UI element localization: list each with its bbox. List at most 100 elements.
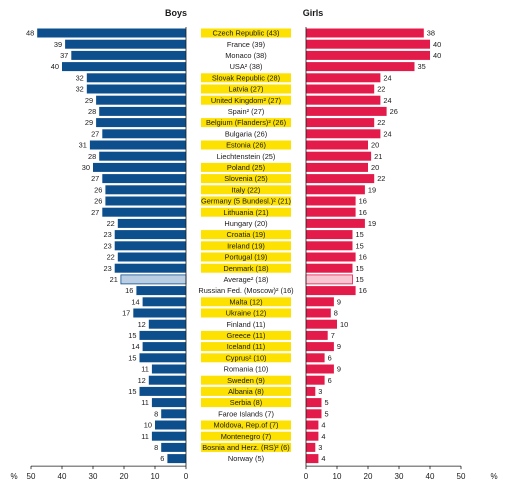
country-highlight-box: [201, 230, 291, 240]
country-label: Portugal (19): [225, 253, 268, 262]
boys-value-label: 26: [94, 197, 102, 206]
girls-value-label: 6: [328, 376, 332, 385]
girls-value-label: 4: [321, 421, 325, 430]
boys-value-label: 14: [131, 342, 139, 351]
boys-value-label: 12: [138, 320, 146, 329]
girls-value-label: 24: [383, 96, 391, 105]
boys-value-label: 28: [88, 152, 96, 161]
boys-value-label: 23: [103, 264, 111, 273]
country-label: Montenegro (7): [221, 432, 272, 441]
boys-bar: [139, 353, 186, 363]
girls-bar: [306, 375, 325, 385]
boys-bar: [65, 39, 186, 49]
girls-bar: [306, 252, 356, 262]
boys-bar: [96, 95, 186, 105]
country-label: Norway (5): [228, 454, 264, 463]
boys-value-label: 10: [144, 421, 152, 430]
boys-bar: [114, 241, 186, 251]
country-highlight-box: [201, 375, 291, 385]
boys-value-label: 11: [141, 365, 149, 374]
boys-bar: [114, 230, 186, 240]
girls-bar: [306, 319, 337, 329]
girls-value-label: 5: [325, 409, 329, 418]
girls-value-label: 6: [328, 353, 332, 362]
country-label: Moldova, Rep.of (7): [214, 421, 279, 430]
country-label: United Kingdom² (27): [211, 96, 281, 105]
boys-bar: [139, 386, 186, 396]
country-label: Belgium (Flanders)² (26): [206, 118, 286, 127]
girls-value-label: 19: [368, 219, 376, 228]
girls-value-label: 8: [334, 309, 338, 318]
country-label: Bulgaria (26): [225, 129, 267, 138]
girls-value-label: 22: [377, 174, 385, 183]
country-highlight-box: [201, 342, 291, 352]
country-highlight-box: [201, 420, 291, 430]
country-label: Slovenia (25): [224, 174, 268, 183]
girls-value-label: 20: [371, 141, 379, 150]
girls-bar: [306, 140, 368, 150]
country-highlight-box: [201, 353, 291, 363]
country-label: Germany (5 Bundesl.)² (21): [201, 197, 291, 206]
girls-bar: [306, 308, 331, 318]
boys-value-label: 27: [91, 208, 99, 217]
girls-value-label: 21: [374, 152, 382, 161]
girls-value-label: 16: [359, 286, 367, 295]
country-label: Lithuania (21): [223, 208, 268, 217]
country-label: Greece (11): [227, 331, 266, 340]
boys-value-label: 22: [107, 219, 115, 228]
girls-tick-label: 20: [364, 472, 373, 481]
boys-value-label: 26: [94, 185, 102, 194]
girls-value-label: 38: [427, 29, 435, 38]
boys-value-label: 8: [154, 443, 158, 452]
country-highlight-box: [201, 308, 291, 318]
girls-bar: [306, 185, 365, 195]
boys-bar: [62, 62, 186, 72]
girls-bar: [306, 297, 334, 307]
girls-value-label: 16: [359, 253, 367, 262]
boys-value-label: 15: [128, 387, 136, 396]
girls-bar: [306, 174, 375, 184]
country-label: Liechtenstein (25): [217, 152, 276, 161]
boys-bar: [99, 106, 186, 116]
country-highlight-box: [201, 28, 291, 38]
girls-value-label: 9: [337, 365, 341, 374]
girls-bar: [306, 50, 430, 60]
country-highlight-box: [201, 263, 291, 273]
country-highlight-box: [201, 162, 291, 172]
girls-value-label: 22: [377, 85, 385, 94]
boys-tick-label: 0: [184, 472, 189, 481]
country-highlight-box: [201, 73, 291, 83]
girls-value-label: 9: [337, 342, 341, 351]
boys-value-label: 23: [103, 241, 111, 250]
girls-bar: [306, 431, 319, 441]
boys-bar: [148, 375, 186, 385]
country-label: Serbia (8): [230, 398, 262, 407]
girls-title: Girls: [303, 8, 324, 18]
boys-value-label: 15: [128, 353, 136, 362]
boys-value-label: 15: [128, 331, 136, 340]
girls-bar: [306, 106, 387, 116]
boys-value-label: 27: [91, 174, 99, 183]
girls-value-label: 16: [359, 208, 367, 217]
girls-value-label: 7: [331, 331, 335, 340]
boys-value-label: 14: [131, 297, 139, 306]
boys-bar: [148, 319, 186, 329]
boys-value-label: 6: [160, 454, 164, 463]
country-label: Finland (11): [227, 320, 266, 329]
girls-bar: [306, 162, 368, 172]
girls-value-label: 22: [377, 118, 385, 127]
girls-bar: [306, 129, 381, 139]
boys-value-label: 12: [138, 376, 146, 385]
boys-bar: [151, 431, 186, 441]
country-label: USA² (38): [230, 62, 263, 71]
boys-value-label: 8: [154, 409, 158, 418]
girls-value-label: 3: [318, 443, 322, 452]
girls-bar: [306, 151, 372, 161]
girls-bar: [306, 196, 356, 206]
country-highlight-box: [201, 140, 291, 150]
girls-value-label: 15: [356, 230, 364, 239]
boys-bar: [37, 28, 187, 38]
boys-bar: [71, 50, 186, 60]
